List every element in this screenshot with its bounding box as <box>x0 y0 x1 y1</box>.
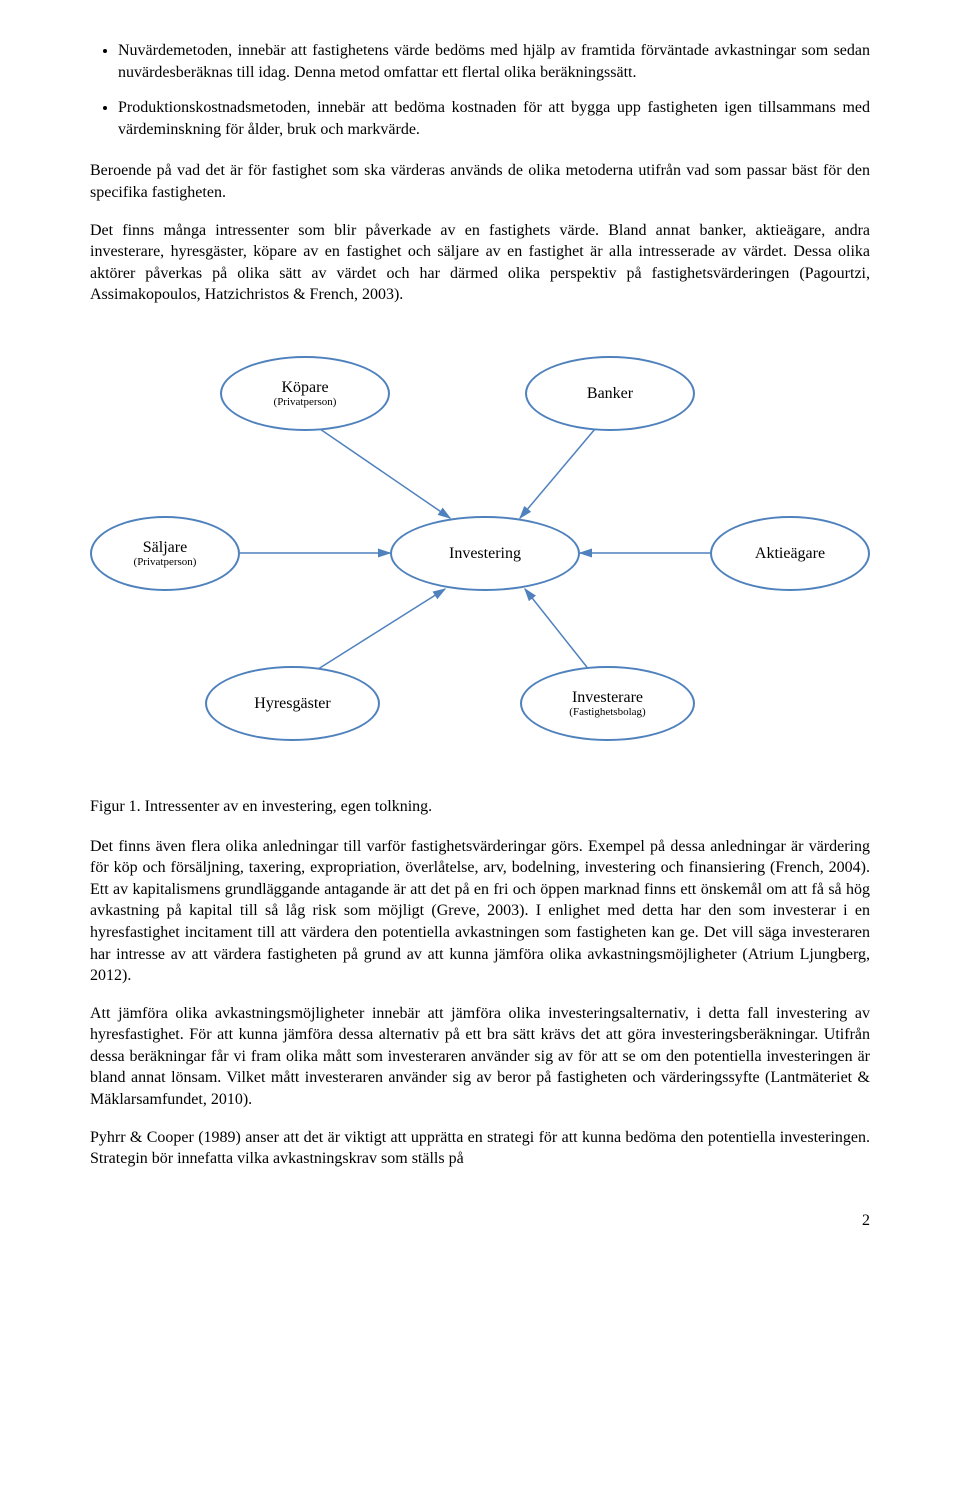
figure-caption: Figur 1. Intressenter av en investering,… <box>90 796 870 818</box>
body-paragraph: Det finns även flera olika anledningar t… <box>90 836 870 987</box>
node-label: Köpare <box>281 379 328 397</box>
node-sublabel: (Fastighetsbolag) <box>569 706 645 718</box>
diagram-node-aktie: Aktieägare <box>710 516 870 591</box>
diagram-node-saljare: Säljare(Privatperson) <box>90 516 240 591</box>
node-label: Aktieägare <box>755 545 825 563</box>
diagram-node-kopare: Köpare(Privatperson) <box>220 356 390 431</box>
body-paragraph: Beroende på vad det är för fastighet som… <box>90 160 870 203</box>
node-label: Investering <box>449 545 521 563</box>
bullet-item: Produktionskostnadsmetoden, innebär att … <box>118 97 870 140</box>
diagram-node-hyres: Hyresgäster <box>205 666 380 741</box>
node-sublabel: (Privatperson) <box>134 556 197 568</box>
bullet-item: Nuvärdemetoden, innebär att fastighetens… <box>118 40 870 83</box>
diagram-edge <box>520 429 595 518</box>
diagram-node-banker: Banker <box>525 356 695 431</box>
diagram-edge <box>320 429 450 518</box>
node-label: Hyresgäster <box>254 695 330 713</box>
node-label: Banker <box>587 385 633 403</box>
bullet-list: Nuvärdemetoden, innebär att fastighetens… <box>90 40 870 140</box>
stakeholder-diagram: InvesteringKöpare(Privatperson)BankerSäl… <box>90 346 870 766</box>
node-label: Säljare <box>143 539 187 557</box>
body-paragraph: Pyhrr & Cooper (1989) anser att det är v… <box>90 1127 870 1170</box>
body-paragraph: Att jämföra olika avkastningsmöjligheter… <box>90 1003 870 1111</box>
diagram-node-invest: Investerare(Fastighetsbolag) <box>520 666 695 741</box>
diagram-node-center: Investering <box>390 516 580 591</box>
diagram-edge <box>315 589 445 671</box>
diagram-edge <box>525 589 590 671</box>
node-sublabel: (Privatperson) <box>274 396 337 408</box>
node-label: Investerare <box>572 689 643 707</box>
page-number: 2 <box>90 1210 870 1232</box>
body-paragraph: Det finns många intressenter som blir på… <box>90 220 870 306</box>
